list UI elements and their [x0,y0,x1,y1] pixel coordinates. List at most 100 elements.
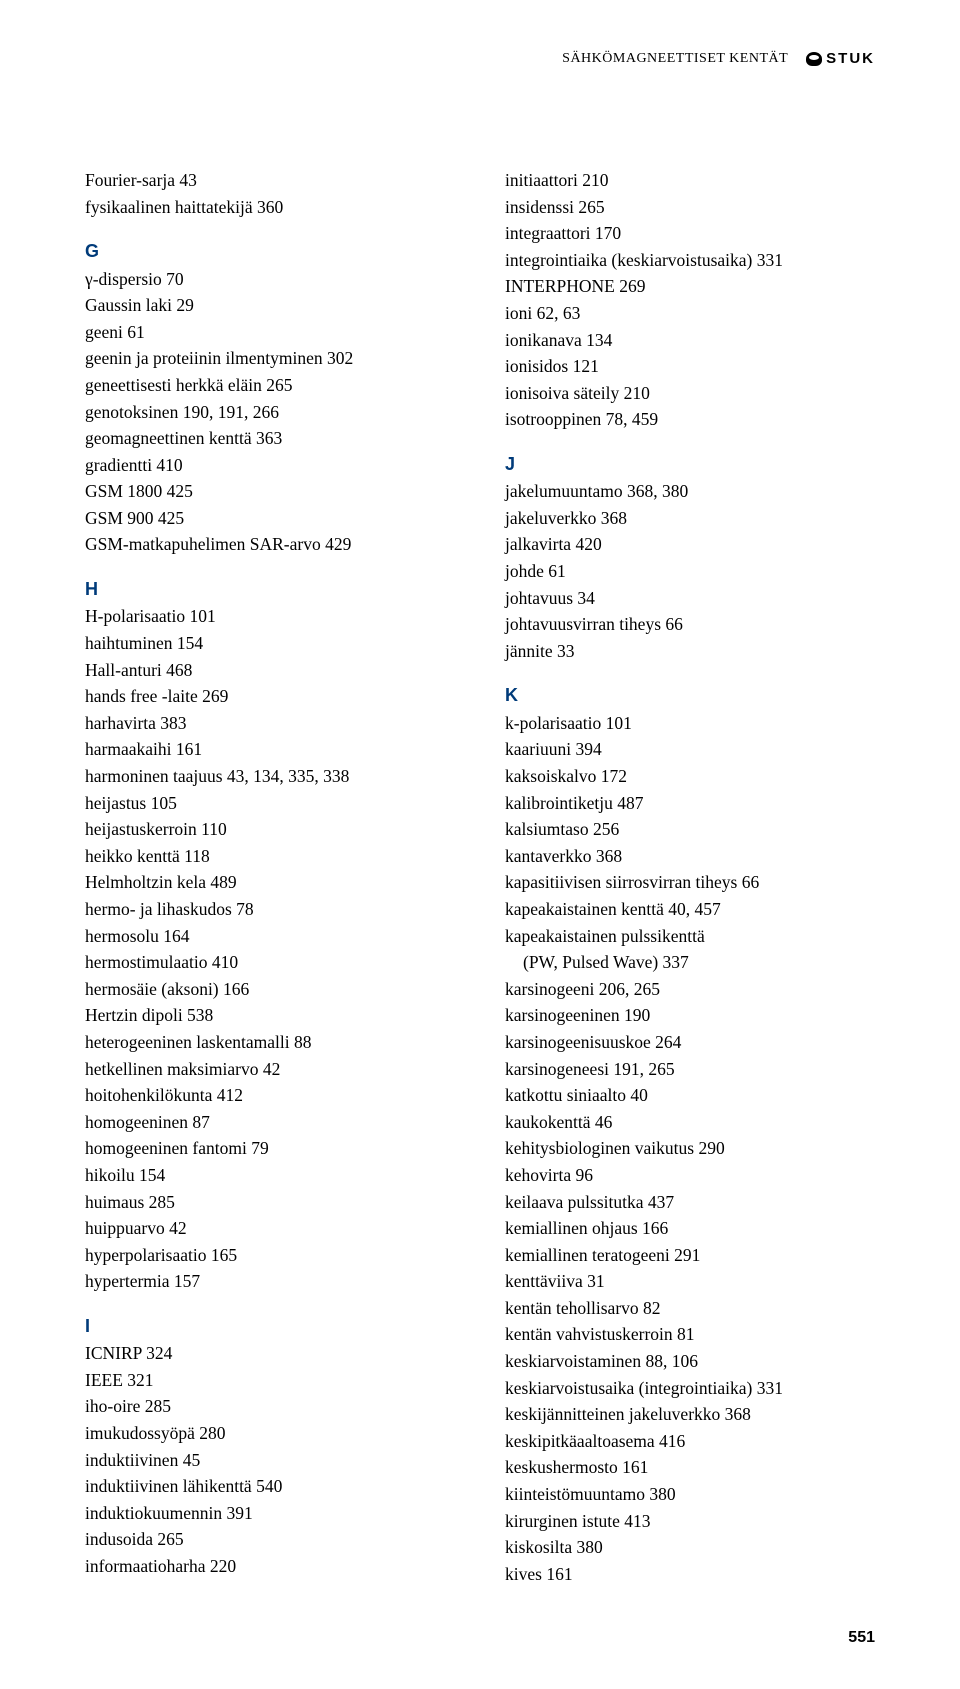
index-entry: heikko kenttä 118 [85,843,455,870]
index-entry: geneettisesti herkkä eläin 265 [85,372,455,399]
index-entry: kaksoiskalvo 172 [505,763,875,790]
index-entry: homogeeninen 87 [85,1109,455,1136]
section-head: K [505,682,875,709]
index-entry: kemiallinen ohjaus 166 [505,1215,875,1242]
index-entry: fysikaalinen haittatekijä 360 [85,194,455,221]
section-head: I [85,1313,455,1340]
gap [85,220,455,234]
index-entry: ioni 62, 63 [505,300,875,327]
index-entry: genotoksinen 190, 191, 266 [85,399,455,426]
index-entry: k-polarisaatio 101 [505,710,875,737]
index-entry: karsinogeeni 206, 265 [505,976,875,1003]
index-entry: hetkellinen maksimiarvo 42 [85,1056,455,1083]
gap [505,664,875,678]
index-entry-continuation: (PW, Pulsed Wave) 337 [505,949,875,976]
index-entry: integrointiaika (keskiarvoistusaika) 331 [505,247,875,274]
index-entry: kaariuuni 394 [505,736,875,763]
index-entry: kapeakaistainen pulssikenttä [505,923,875,950]
index-entry: imukudossyöpä 280 [85,1420,455,1447]
index-entry: Fourier-sarja 43 [85,167,455,194]
page-header: SÄHKÖMAGNEETTISET KENTÄT STUK [85,50,875,67]
index-column-right: initiaattori 210insidenssi 265integraatt… [505,167,875,1587]
index-entry: hermosäie (aksoni) 166 [85,976,455,1003]
index-entry: johtavuus 34 [505,585,875,612]
index-entry: informaatioharha 220 [85,1553,455,1580]
index-entry: kirurginen istute 413 [505,1508,875,1535]
index-entry: harmaakaihi 161 [85,736,455,763]
index-entry: ionisidos 121 [505,353,875,380]
index-entry: kemiallinen teratogeeni 291 [505,1242,875,1269]
index-entry: hermostimulaatio 410 [85,949,455,976]
index-entry: kalibrointiketju 487 [505,790,875,817]
section-head: J [505,451,875,478]
index-entry: kentän vahvistuskerroin 81 [505,1321,875,1348]
index-entry: kaukokenttä 46 [505,1109,875,1136]
index-entry: heterogeeninen laskentamalli 88 [85,1029,455,1056]
index-entry: isotrooppinen 78, 459 [505,406,875,433]
index-entry: keskiarvoistusaika (integrointiaika) 331 [505,1375,875,1402]
index-entry: johde 61 [505,558,875,585]
index-entry: hyperpolarisaatio 165 [85,1242,455,1269]
index-entry: gradientti 410 [85,452,455,479]
index-entry: keilaava pulssitutka 437 [505,1189,875,1216]
index-entry: Hertzin dipoli 538 [85,1002,455,1029]
index-entry: geenin ja proteiinin ilmentyminen 302 [85,345,455,372]
index-entry: johtavuusvirran tiheys 66 [505,611,875,638]
index-entry: INTERPHONE 269 [505,273,875,300]
index-entry: Gaussin laki 29 [85,292,455,319]
index-entry: karsinogeneesi 191, 265 [505,1056,875,1083]
index-entry: huippuarvo 42 [85,1215,455,1242]
index-entry: indusoida 265 [85,1526,455,1553]
index-entry: geomagneettinen kenttä 363 [85,425,455,452]
index-entry: huimaus 285 [85,1189,455,1216]
index-entry: kiskosilta 380 [505,1534,875,1561]
logo-icon [806,52,822,66]
index-entry: kehovirta 96 [505,1162,875,1189]
index-columns: Fourier-sarja 43fysikaalinen haittatekij… [85,167,875,1587]
index-entry: keskushermosto 161 [505,1454,875,1481]
index-entry: iho-oire 285 [85,1393,455,1420]
index-entry: keskipitkäaaltoasema 416 [505,1428,875,1455]
gap [505,433,875,447]
index-entry: ionisoiva säteily 210 [505,380,875,407]
index-entry: karsinogeenisuuskoe 264 [505,1029,875,1056]
stuk-logo: STUK [806,50,875,67]
page-number: 551 [848,1629,875,1647]
index-entry: Helmholtzin kela 489 [85,869,455,896]
index-entry: kehitysbiologinen vaikutus 290 [505,1135,875,1162]
index-entry: induktiokuumennin 391 [85,1500,455,1527]
index-entry: jakeluverkko 368 [505,505,875,532]
index-entry: harhavirta 383 [85,710,455,737]
index-entry: H-polarisaatio 101 [85,603,455,630]
index-entry: ICNIRP 324 [85,1340,455,1367]
index-entry: karsinogeeninen 190 [505,1002,875,1029]
index-entry: ionikanava 134 [505,327,875,354]
index-entry: hypertermia 157 [85,1268,455,1295]
section-head: G [85,238,455,265]
index-entry: kapeakaistainen kenttä 40, 457 [505,896,875,923]
gap [85,558,455,572]
gap [85,1295,455,1309]
index-entry: kentän tehollisarvo 82 [505,1295,875,1322]
index-entry: hermosolu 164 [85,923,455,950]
index-entry: geeni 61 [85,319,455,346]
index-entry: jakelumuuntamo 368, 380 [505,478,875,505]
section-head: H [85,576,455,603]
index-entry: haihtuminen 154 [85,630,455,657]
index-entry: keskijännitteinen jakeluverkko 368 [505,1401,875,1428]
index-entry: induktiivinen lähikenttä 540 [85,1473,455,1500]
index-entry: GSM 1800 425 [85,478,455,505]
index-entry: integraattori 170 [505,220,875,247]
index-entry: harmoninen taajuus 43, 134, 335, 338 [85,763,455,790]
logo-text: STUK [826,50,875,67]
index-entry: heijastuskerroin 110 [85,816,455,843]
index-entry: kalsiumtaso 256 [505,816,875,843]
index-entry: GSM 900 425 [85,505,455,532]
index-entry: hikoilu 154 [85,1162,455,1189]
index-entry: jännite 33 [505,638,875,665]
index-entry: keskiarvoistaminen 88, 106 [505,1348,875,1375]
index-entry: hermo- ja lihaskudos 78 [85,896,455,923]
index-entry: kenttäviiva 31 [505,1268,875,1295]
index-entry: kantaverkko 368 [505,843,875,870]
index-entry: IEEE 321 [85,1367,455,1394]
